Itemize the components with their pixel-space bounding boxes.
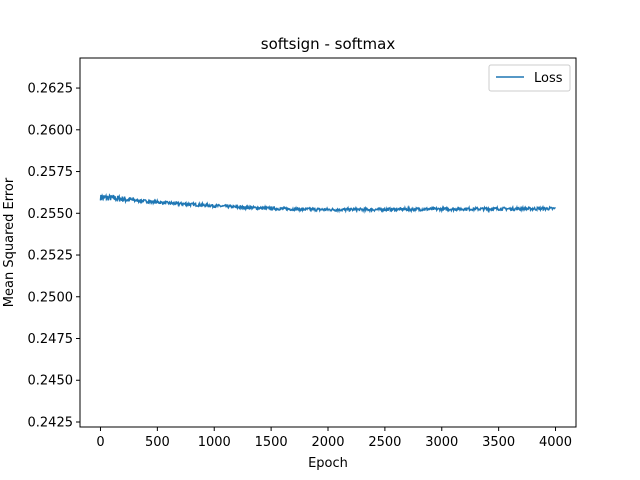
series-line-loss xyxy=(99,192,556,214)
x-axis: 0 500 1000 1500 2000 2500 3000 3500 4000 xyxy=(96,427,572,450)
y-tick-label: 0.2450 xyxy=(28,374,74,389)
y-tick-label: 0.2500 xyxy=(28,290,74,305)
plot-frame xyxy=(79,57,577,428)
x-tick-label: 3500 xyxy=(482,435,515,450)
legend-box xyxy=(488,64,571,92)
y-tick-label: 0.2575 xyxy=(28,165,74,180)
x-tick-label: 0 xyxy=(96,435,104,450)
chart-title: softsign - softmax xyxy=(261,35,396,53)
y-tick-label: 0.2475 xyxy=(28,332,74,347)
y-axis: 0.2425 0.2450 0.2475 0.2500 0.2525 0.2550 0.25… xyxy=(28,82,80,430)
x-tick-label: 1000 xyxy=(198,435,231,450)
x-tick-label: 2500 xyxy=(368,435,401,450)
legend: Loss xyxy=(488,64,571,92)
y-tick-label: 0.2625 xyxy=(28,82,74,97)
y-tick-label: 0.2550 xyxy=(28,207,74,222)
y-tick-label: 0.2525 xyxy=(28,249,74,264)
y-tick-label: 0.2425 xyxy=(28,415,74,430)
x-axis-label: Epoch xyxy=(308,456,348,471)
x-tick-label: 2000 xyxy=(311,435,344,450)
x-tick-label: 500 xyxy=(145,435,170,450)
x-tick-label: 1500 xyxy=(255,435,288,450)
x-tick-label: 4000 xyxy=(539,435,572,450)
y-axis-label: Mean Squared Error xyxy=(2,177,17,307)
y-tick-label: 0.2600 xyxy=(28,123,74,138)
legend-entry-loss: Loss xyxy=(534,71,563,86)
x-tick-label: 3000 xyxy=(425,435,458,450)
